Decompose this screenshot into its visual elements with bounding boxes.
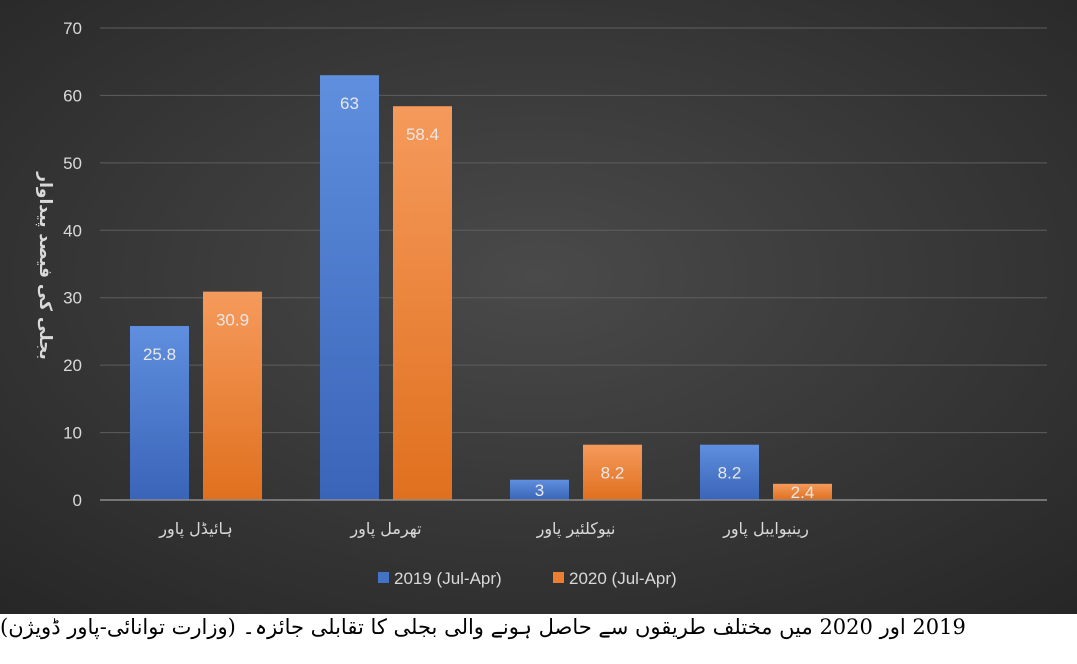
bar <box>203 291 262 500</box>
y-tick-label: 60 <box>63 86 82 105</box>
legend-swatch <box>378 572 389 583</box>
y-tick-label: 40 <box>63 221 82 240</box>
category-label: ہائیڈل پاور <box>158 519 232 539</box>
data-label: 30.9 <box>216 311 249 330</box>
data-label: 58.4 <box>406 125 439 144</box>
legend-label: 2020 (Jul-Apr) <box>569 569 677 588</box>
data-label: 3 <box>535 481 544 500</box>
category-label: تھرمل پاور <box>349 519 421 539</box>
bar <box>393 106 452 501</box>
data-label: 8.2 <box>601 464 625 483</box>
bar <box>510 479 569 500</box>
category-label: نیوکلئیر پاور <box>536 519 616 539</box>
category-label: رینیوایبل پاور <box>722 519 809 539</box>
y-tick-label: 70 <box>63 19 82 38</box>
bar <box>130 326 189 500</box>
y-tick-label: 30 <box>63 289 82 308</box>
data-label: 63 <box>340 94 359 113</box>
bar-chart: 25.8 30.9 63 58.4 3 8.2 8.2 2.4 0 10 20 30 40 50 60 70… <box>0 0 1077 614</box>
legend-label: 2019 (Jul-Apr) <box>394 569 502 588</box>
bar <box>320 75 379 500</box>
legend-swatch <box>553 572 564 583</box>
data-label: 8.2 <box>718 464 742 483</box>
chart-background <box>0 0 1077 614</box>
chart-area: 25.8 30.9 63 58.4 3 8.2 8.2 2.4 0 10 20 30 40 50 60 70… <box>0 0 1077 614</box>
bar <box>583 444 642 500</box>
y-tick-label: 20 <box>63 356 82 375</box>
bar <box>773 483 832 500</box>
data-label: 25.8 <box>143 345 176 364</box>
y-axis-title: بجلی کی فیصد پیداوار <box>35 171 55 359</box>
y-tick-label: 50 <box>63 154 82 173</box>
figure-caption: 2019 اور 2020 میں مختلف طریقوں سے حاصل ہ… <box>0 615 966 639</box>
bar <box>700 444 759 500</box>
y-tick-label: 10 <box>63 424 82 443</box>
y-tick-label: 0 <box>73 491 82 510</box>
data-label: 2.4 <box>791 483 815 502</box>
